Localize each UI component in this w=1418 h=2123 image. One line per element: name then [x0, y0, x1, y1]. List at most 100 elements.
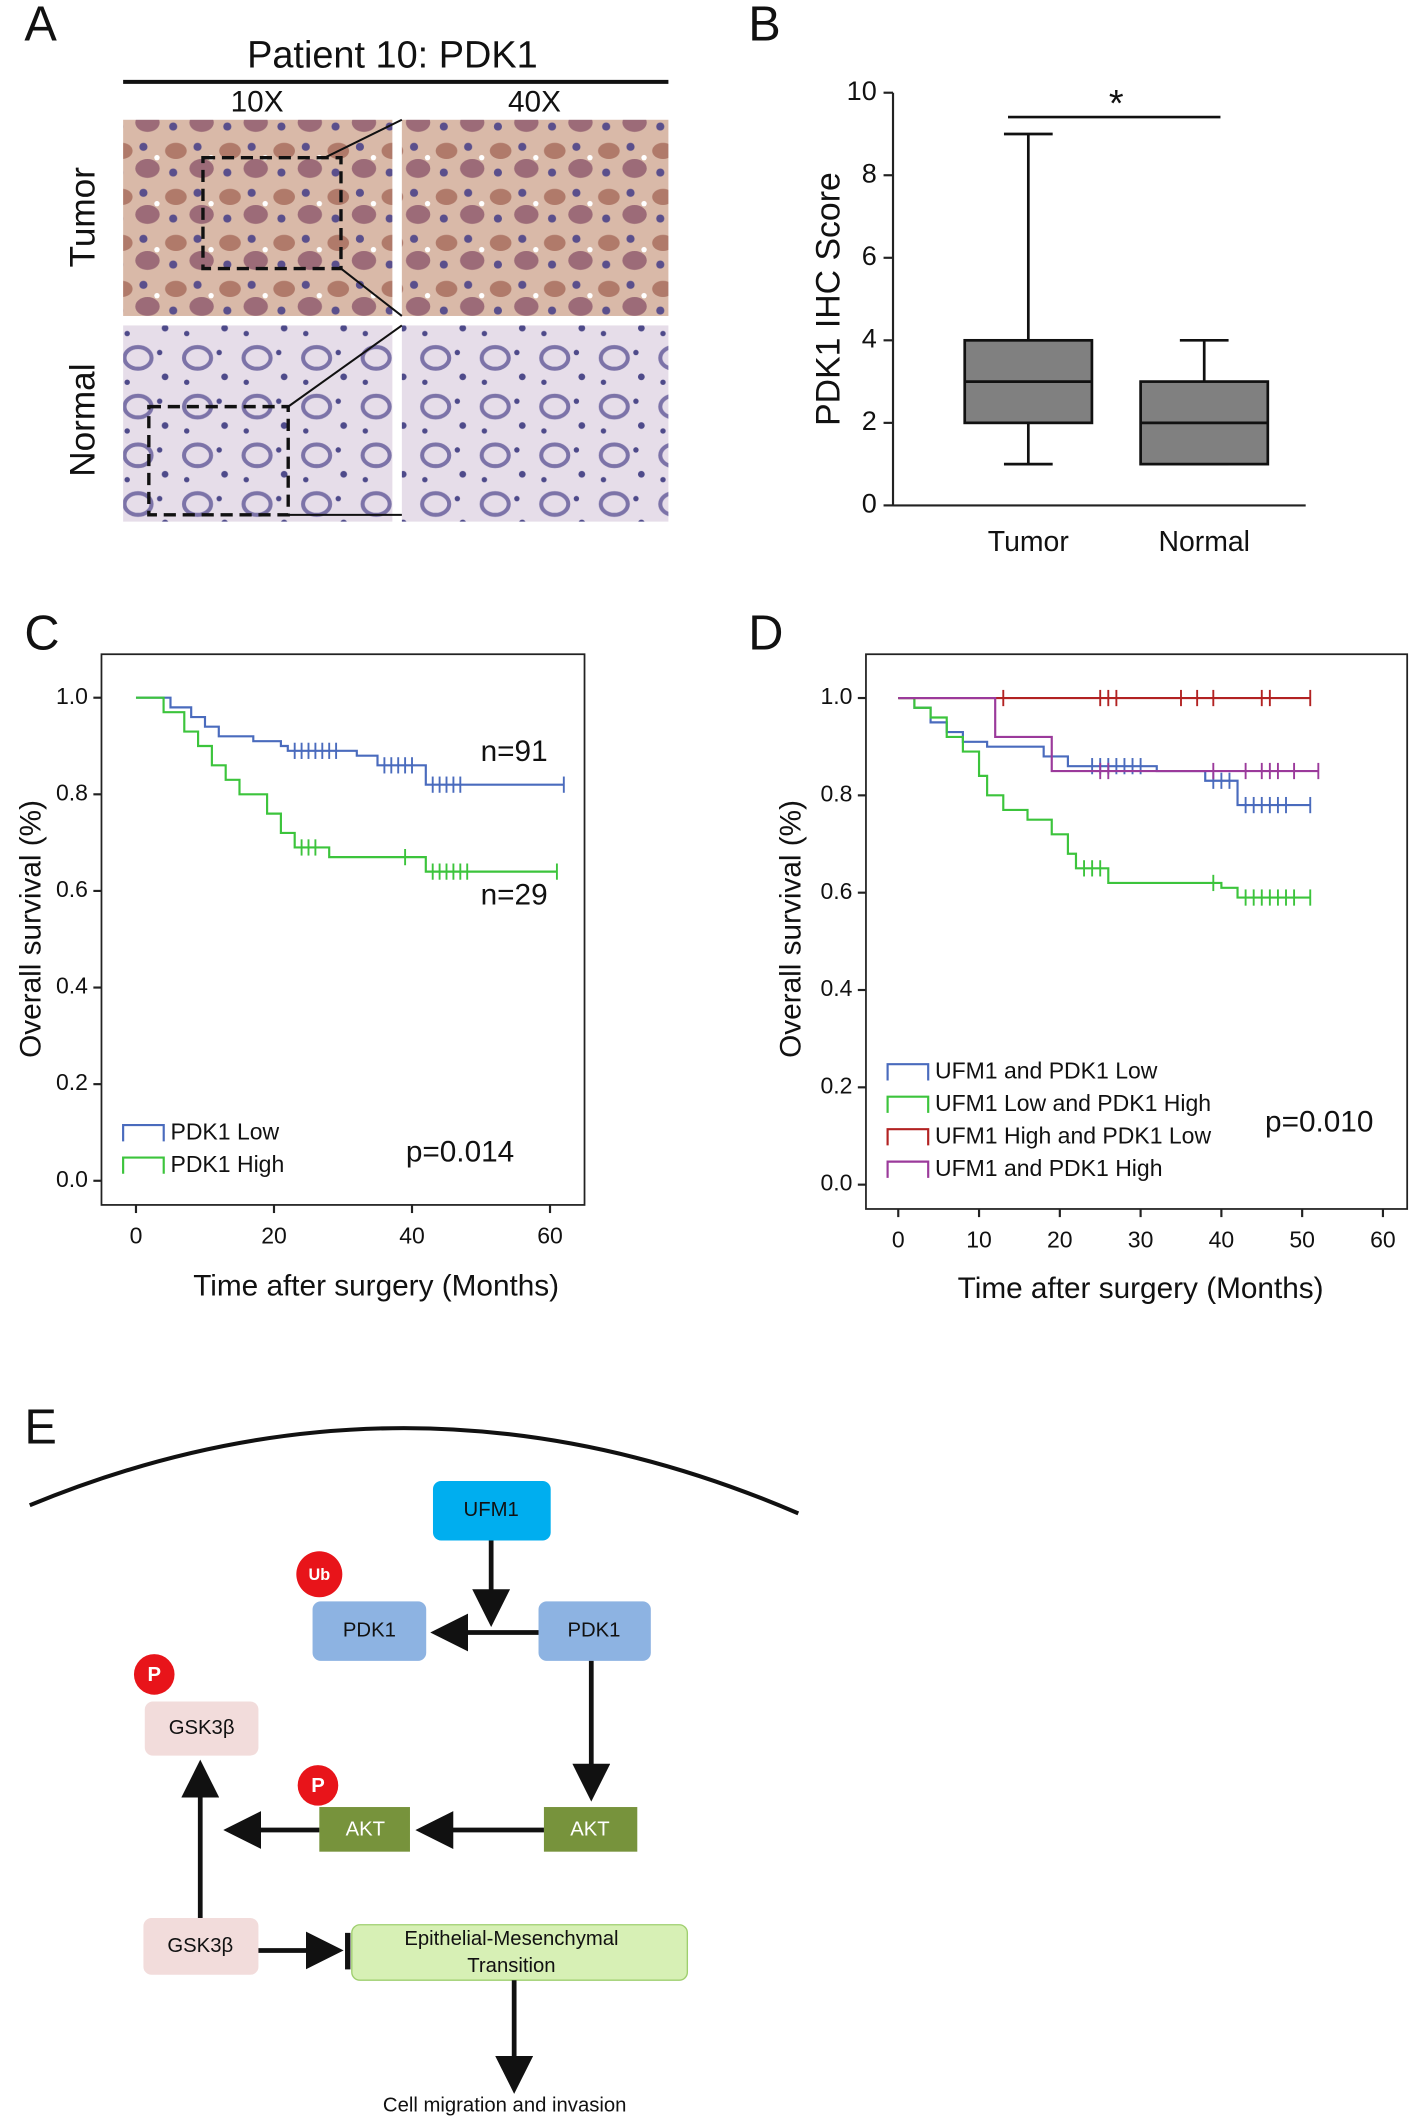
- legend-label: UFM1 High and PDK1 Low: [935, 1122, 1212, 1148]
- y-axis-label: Overall survival (%): [775, 800, 808, 1058]
- histology-title: Patient 10: PDK1: [247, 35, 538, 77]
- micrograph: [401, 119, 669, 316]
- n-label: n=91: [481, 735, 548, 768]
- y-tick-label: 0.8: [820, 780, 852, 806]
- badge-label: Ub: [309, 1566, 331, 1584]
- y-tick-label: 2: [862, 406, 877, 436]
- x-tick-label: Tumor: [988, 526, 1069, 558]
- node-label: AKT: [346, 1818, 385, 1840]
- survival-curve: [898, 696, 1319, 773]
- micrograph: [123, 119, 393, 316]
- x-tick-label: 40: [399, 1222, 425, 1248]
- node-box: [538, 1601, 651, 1661]
- row-label: Normal: [64, 364, 103, 477]
- node-box: [432, 1480, 551, 1541]
- node-box: [144, 1701, 259, 1756]
- y-tick-label: 1.0: [56, 683, 88, 709]
- legend-swatch: [122, 1124, 165, 1142]
- x-tick-label: 40: [1209, 1227, 1235, 1253]
- x-tick-label: 60: [537, 1222, 563, 1248]
- x-tick-label: 0: [130, 1222, 143, 1248]
- plot-frame: [865, 653, 1409, 1210]
- zoom-line: [287, 324, 403, 408]
- badge-label: P: [311, 1775, 325, 1797]
- y-tick-label: 10: [847, 76, 877, 106]
- node-box: [143, 1917, 259, 1975]
- n-label: n=29: [481, 878, 548, 911]
- y-axis-label: PDK1 IHC Score: [810, 172, 848, 426]
- plot-frame: [100, 653, 586, 1206]
- survival-curve: [898, 696, 1311, 807]
- node-label: GSK3β: [169, 1717, 235, 1739]
- y-tick-label: 0.2: [820, 1072, 852, 1098]
- panel-label: B: [748, 0, 780, 52]
- legend-swatch: [886, 1128, 930, 1146]
- node-label: GSK3β: [167, 1935, 233, 1957]
- legend-swatch: [122, 1156, 165, 1174]
- zoom-box: [147, 404, 290, 517]
- x-tick-label: 20: [1047, 1227, 1073, 1253]
- legend-label: UFM1 and PDK1 High: [935, 1155, 1163, 1181]
- x-tick-label: 50: [1289, 1227, 1315, 1253]
- y-tick-label: 6: [862, 241, 877, 271]
- zoom-line: [324, 118, 403, 159]
- node-label: UFM1: [464, 1499, 519, 1521]
- y-tick-label: 0.6: [820, 878, 852, 904]
- x-tick-label: 0: [892, 1227, 905, 1253]
- survival-curve: [898, 696, 1311, 899]
- y-tick-label: 0: [862, 489, 877, 519]
- survival-curve: [135, 696, 557, 873]
- badge: [297, 1765, 339, 1806]
- x-axis-label: Time after surgery (Months): [958, 1272, 1324, 1305]
- y-tick-label: 0.4: [56, 973, 88, 999]
- p-value: p=0.010: [1265, 1106, 1373, 1139]
- y-tick-label: 0.8: [56, 779, 88, 805]
- column-label: 40X: [508, 85, 561, 118]
- x-tick-label: 60: [1370, 1227, 1396, 1253]
- significance-label: *: [1109, 83, 1124, 125]
- node-box: [319, 1807, 410, 1852]
- badge-label: P: [147, 1664, 161, 1686]
- y-axis-label: Overall survival (%): [14, 800, 47, 1058]
- legend-label: UFM1 Low and PDK1 High: [935, 1090, 1211, 1116]
- badge: [296, 1551, 343, 1598]
- legend-label: PDK1 High: [170, 1151, 284, 1177]
- y-tick-label: 0.2: [56, 1069, 88, 1095]
- zoom-box: [201, 155, 343, 271]
- row-label: Tumor: [64, 167, 103, 268]
- node-label: Cell migration and invasion: [383, 2094, 627, 2116]
- x-tick-label: Normal: [1158, 526, 1250, 558]
- x-tick-label: 30: [1128, 1227, 1154, 1253]
- y-tick-label: 0.4: [820, 975, 852, 1001]
- legend-label: UFM1 and PDK1 Low: [935, 1057, 1158, 1083]
- legend-swatch: [886, 1063, 930, 1081]
- y-tick-label: 0.0: [820, 1170, 852, 1196]
- y-tick-label: 4: [862, 323, 877, 353]
- y-tick-label: 0.0: [56, 1166, 88, 1192]
- membrane: [28, 1426, 800, 1516]
- column-label: 10X: [231, 85, 284, 118]
- panel-label: A: [24, 0, 57, 52]
- node-box: [543, 1807, 638, 1852]
- panel-label: C: [24, 607, 59, 661]
- p-value: p=0.014: [406, 1135, 514, 1168]
- node-label: PDK1: [567, 1619, 620, 1641]
- panel-label: E: [24, 1401, 56, 1455]
- y-tick-label: 1.0: [820, 683, 852, 709]
- node-label: AKT: [570, 1818, 609, 1840]
- x-axis-label: Time after surgery (Months): [193, 1269, 559, 1302]
- survival-curve: [135, 696, 564, 786]
- y-tick-label: 0.6: [56, 876, 88, 902]
- node-label: Epithelial-Mesenchymal: [404, 1928, 618, 1950]
- micrograph: [123, 325, 393, 522]
- x-tick-label: 20: [261, 1222, 287, 1248]
- micrograph: [401, 325, 669, 522]
- panel-label: D: [748, 607, 783, 661]
- badge: [133, 1654, 175, 1695]
- node-label: Transition: [467, 1955, 555, 1977]
- node-box: [351, 1924, 689, 1981]
- legend-swatch: [886, 1160, 930, 1178]
- legend-swatch: [886, 1095, 930, 1113]
